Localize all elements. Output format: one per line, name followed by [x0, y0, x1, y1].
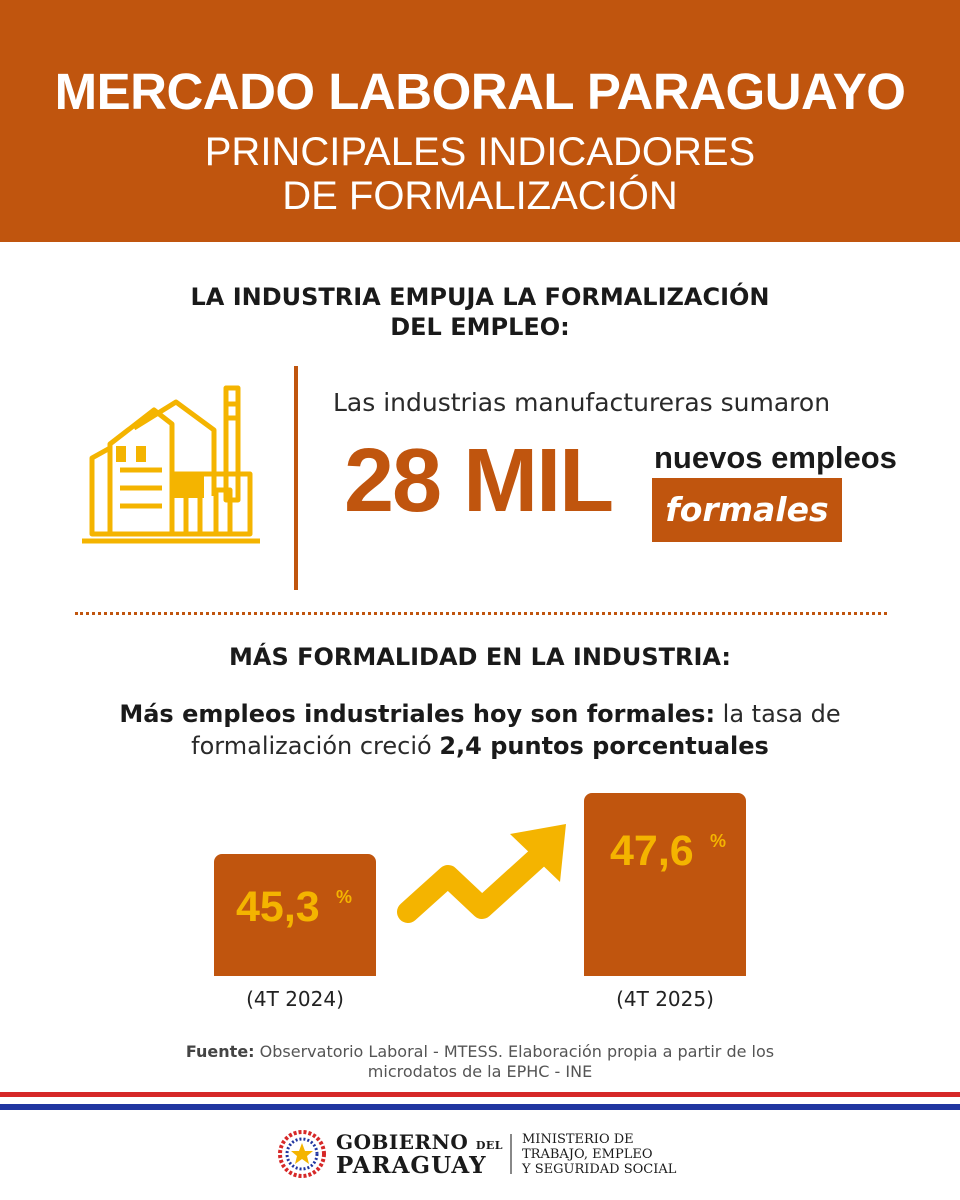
lead-text: Las industrias manufactureras sumaron: [333, 388, 831, 417]
desc-bold-2: 2,4 puntos porcentuales: [439, 732, 769, 760]
flag-stripe-red: [0, 1092, 960, 1097]
formalization-chart: 45,3 % (4T 2024) 47,6 % (4T 2025): [214, 793, 746, 1011]
source-note: Fuente: Observatorio Laboral - MTESS. El…: [0, 1042, 960, 1082]
bar-value-2: 47,6: [610, 827, 694, 875]
page-title: MERCADO LABORAL PARAGUAYO: [54, 63, 906, 120]
trend-arrowhead: [510, 824, 566, 882]
trend-line: [397, 839, 557, 923]
big-number: 28 MIL: [344, 431, 614, 531]
government-seal-icon: [278, 1130, 326, 1178]
logo-paraguay: PARAGUAY: [336, 1152, 487, 1179]
divider-line: [294, 366, 298, 590]
page-subtitle: PRINCIPALES INDICADORES DE FORMALIZACIÓN: [0, 130, 960, 218]
bar-2: [584, 793, 746, 976]
ministry-line-1: MINISTERIO DE: [522, 1132, 634, 1147]
factory-icon: [82, 385, 260, 544]
logo-del-text: DEL: [475, 1139, 503, 1152]
bar-value-1: 45,3: [236, 883, 320, 931]
dotted-divider: [75, 612, 887, 615]
section2-title: MÁS FORMALIDAD EN LA INDUSTRIA:: [229, 643, 731, 671]
logo-gobierno-text: GOBIERNO: [336, 1130, 469, 1154]
desc-text-1: la tasa de: [715, 700, 841, 728]
bar-unit-2: %: [710, 831, 726, 851]
desc-bold: Más empleos industriales hoy son formale…: [119, 700, 716, 728]
bar-1-base: [214, 966, 376, 976]
flag-stripe-blue: [0, 1104, 960, 1110]
bar-2-base: [584, 966, 746, 976]
desc-text-2: formalización creció: [191, 732, 440, 760]
ministry-line-2: TRABAJO, EMPLEO: [522, 1147, 653, 1162]
section1-title-line-2: DEL EMPLEO:: [390, 313, 570, 341]
ministry-line-3: Y SEGURIDAD SOCIAL: [522, 1162, 677, 1177]
logo-separator: [510, 1134, 512, 1174]
formal-badge: formales: [652, 478, 842, 542]
subtitle-line-2: DE FORMALIZACIÓN: [282, 174, 678, 218]
section1-title-line-1: LA INDUSTRIA EMPUJA LA FORMALIZACIÓN: [190, 283, 770, 311]
ministry-name: MINISTERIO DE TRABAJO, EMPLEO Y SEGURIDA…: [522, 1132, 676, 1177]
bar-unit-1: %: [336, 887, 352, 907]
new-jobs-label: nuevos empleos: [654, 440, 897, 475]
header-banner: MERCADO LABORAL PARAGUAYO PRINCIPALES IN…: [0, 0, 960, 242]
section2-description: Más empleos industriales hoy son formale…: [0, 698, 960, 762]
trend-up-arrow-icon: [397, 824, 566, 923]
source-label: Fuente:: [185, 1042, 255, 1061]
source-text-1: Observatorio Laboral - MTESS. Elaboració…: [254, 1042, 775, 1061]
source-text-2: microdatos de la EPHC - INE: [367, 1062, 593, 1081]
bar-category-1: (4T 2024): [246, 987, 344, 1011]
bar-category-2: (4T 2025): [616, 987, 714, 1011]
section1-title: LA INDUSTRIA EMPUJA LA FORMALIZACIÓN DEL…: [0, 282, 960, 342]
bar-1: [214, 854, 376, 976]
logo-gobierno: GOBIERNO DEL: [336, 1130, 503, 1154]
subtitle-line-1: PRINCIPALES INDICADORES: [204, 130, 756, 174]
